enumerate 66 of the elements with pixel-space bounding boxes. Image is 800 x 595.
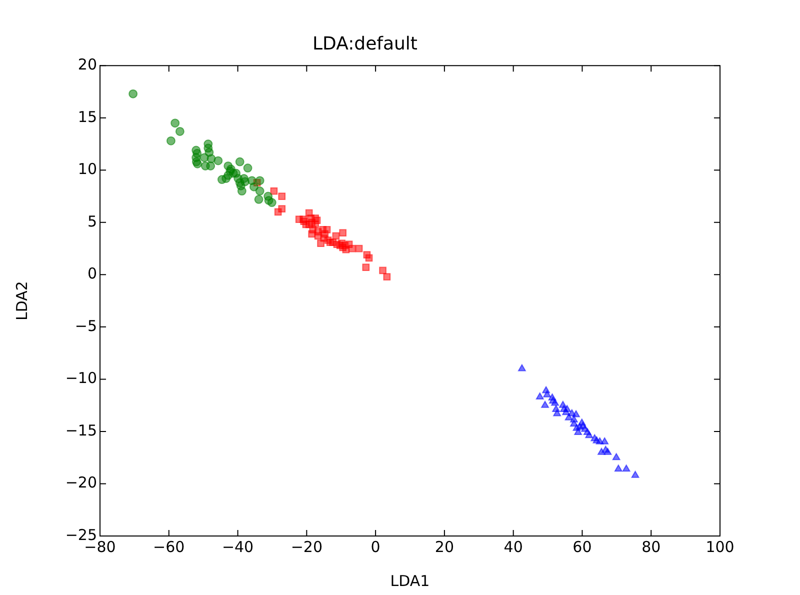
x-tick-label: −40 — [222, 538, 254, 556]
point — [585, 431, 594, 438]
point — [339, 229, 347, 237]
point — [541, 400, 549, 408]
point — [383, 273, 391, 280]
point — [254, 194, 264, 204]
point — [314, 232, 322, 240]
x-tick-label: 0 — [370, 538, 380, 556]
point — [612, 453, 620, 460]
point — [563, 405, 572, 412]
point — [543, 390, 552, 398]
point — [214, 156, 223, 166]
point — [553, 409, 562, 416]
point — [175, 126, 184, 136]
point — [362, 264, 370, 272]
x-tick-label: −60 — [153, 538, 185, 556]
point — [323, 226, 331, 234]
point — [128, 89, 138, 98]
point — [551, 398, 559, 406]
point — [255, 186, 264, 196]
point — [255, 176, 264, 186]
point — [217, 175, 226, 184]
point — [631, 470, 640, 478]
point — [614, 464, 622, 472]
point — [365, 254, 373, 262]
y-tick-label: −10 — [65, 369, 97, 388]
point — [267, 198, 276, 208]
point — [317, 240, 324, 247]
point — [206, 161, 216, 170]
y-tick-label: 10 — [78, 160, 97, 178]
y-tick-label: 20 — [78, 55, 97, 74]
point — [170, 118, 180, 128]
y-tick-label: 0 — [87, 264, 97, 283]
point — [278, 205, 286, 212]
point — [345, 240, 353, 248]
point — [600, 437, 609, 444]
y-axis-title: LDA2 — [12, 281, 31, 321]
x-tick-label: 60 — [572, 538, 592, 556]
point — [243, 164, 252, 173]
point — [166, 136, 176, 146]
y-tick-label: −15 — [65, 421, 97, 440]
point — [249, 182, 258, 192]
y-tick-label: −20 — [65, 474, 97, 492]
y-tick-label: 5 — [87, 212, 97, 230]
x-tick-label: 40 — [504, 538, 523, 556]
y-tick-label: 15 — [78, 108, 97, 126]
x-tick-label: 20 — [434, 538, 454, 556]
point — [622, 464, 630, 472]
point — [518, 364, 526, 372]
point — [574, 428, 582, 436]
point — [598, 448, 606, 455]
point — [278, 192, 286, 200]
x-tick-label: −20 — [290, 538, 322, 556]
point — [379, 266, 386, 274]
point — [237, 186, 246, 196]
point — [355, 244, 363, 252]
point — [604, 448, 612, 455]
point — [572, 410, 580, 418]
chart-title: LDA:default — [312, 33, 418, 54]
x-tick-label: 80 — [642, 538, 661, 556]
x-axis-title: LDA1 — [390, 572, 430, 590]
point — [308, 230, 316, 238]
point — [235, 157, 244, 166]
y-tick-label: −5 — [74, 316, 97, 335]
x-tick-label: 100 — [706, 538, 734, 556]
point — [536, 392, 544, 400]
